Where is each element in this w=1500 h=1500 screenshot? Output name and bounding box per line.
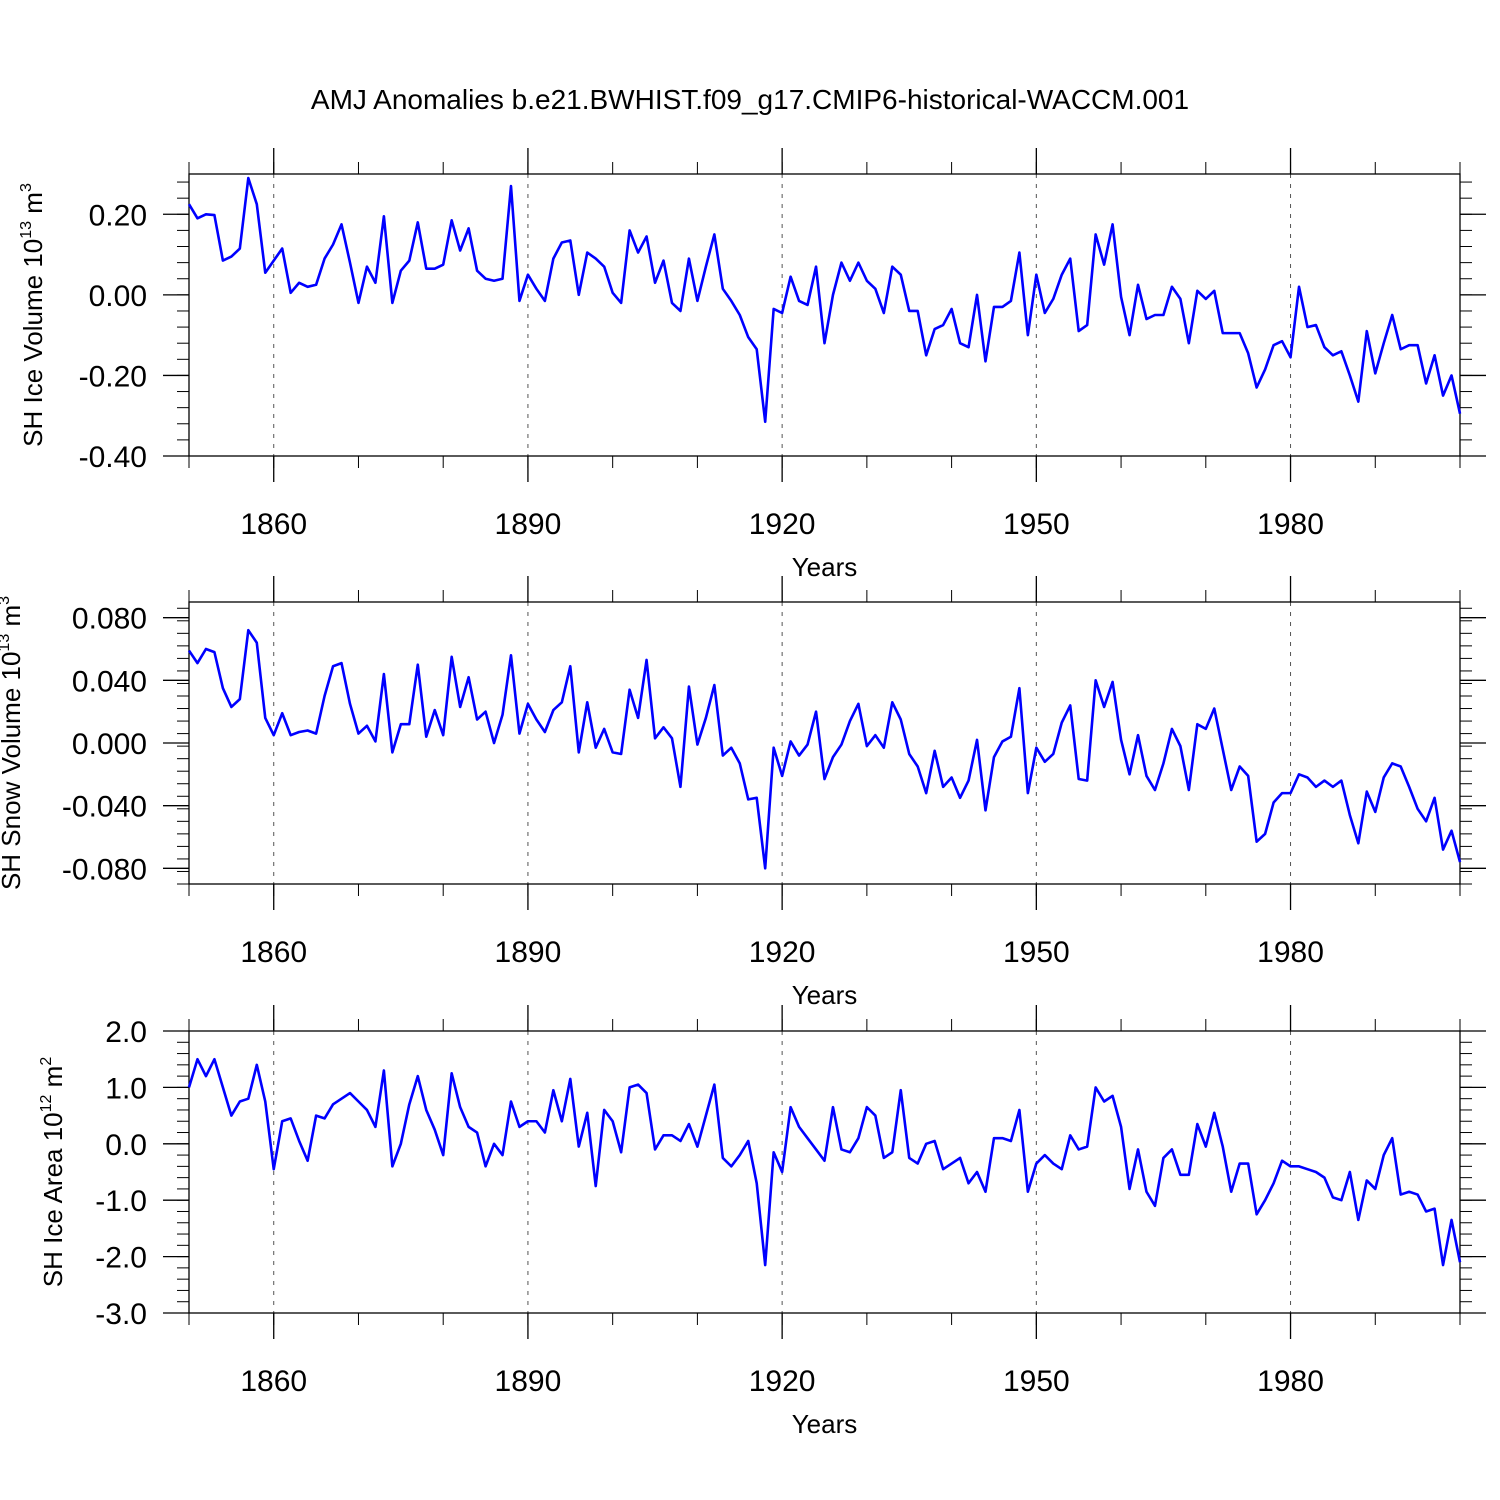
y-tick-label: -0.40 (79, 441, 147, 474)
y-tick-label: -0.20 (79, 360, 147, 393)
plot-frame (188, 173, 1461, 457)
y-tick-label: -3.0 (95, 1298, 147, 1331)
y-axis-title-main: SH Ice Volume 10 (18, 239, 48, 447)
y-tick-label: 0.040 (72, 665, 147, 698)
y-tick-label: 0.000 (72, 728, 147, 761)
y-axis-title-main: SH Snow Volume 10 (0, 652, 26, 890)
chart-panel-3: 1860 1890 1920 1950 1980 -3.0 -2.0 -1.0 0.0 1.0 2.… (38, 1005, 1486, 1439)
y-axis-title-unit-exponent: 2 (38, 1057, 55, 1066)
plot-frame (188, 1030, 1461, 1314)
x-tick-label: 1890 (495, 508, 562, 541)
series-line-1 (187, 176, 1462, 424)
series-line-1 (187, 628, 1462, 870)
y-axis-title-exponent: 13 (0, 634, 13, 652)
x-tick-label: 1860 (240, 936, 307, 969)
y-tick-label: 0.080 (72, 603, 147, 636)
y-axis-title-unit: m (38, 1066, 68, 1095)
y-axis-title-unit-exponent: 3 (0, 596, 13, 605)
x-tick-label: 1920 (749, 936, 816, 969)
x-tick-label: 1950 (1003, 508, 1070, 541)
y-axis-title: SH Ice Area 1012 m2 (38, 1057, 68, 1288)
x-axis-title: Years (792, 980, 858, 1010)
x-tick-label: 1890 (495, 936, 562, 969)
series-line-1 (187, 1057, 1462, 1267)
x-tick-label: 1860 (240, 1365, 307, 1398)
x-tick-label: 1920 (749, 508, 816, 541)
x-axis-title: Years (792, 1409, 858, 1439)
x-tick-label: 1980 (1257, 936, 1324, 969)
y-axis-title-unit-exponent: 3 (18, 183, 35, 192)
x-axis-title: Years (792, 552, 858, 582)
y-tick-label: -0.040 (62, 791, 147, 824)
y-axis-title: SH Ice Volume 1013 m3 (18, 183, 48, 447)
x-tick-label: 1920 (749, 1365, 816, 1398)
y-tick-label: 2.0 (105, 1016, 147, 1049)
y-axis-title-unit: m (18, 192, 48, 221)
y-tick-label: 0.20 (89, 199, 147, 232)
y-tick-label: -1.0 (95, 1185, 147, 1218)
x-tick-label: 1950 (1003, 1365, 1070, 1398)
x-tick-label: 1860 (240, 508, 307, 541)
y-axis-title-unit: m (0, 605, 26, 634)
y-axis-title-main: SH Ice Area 10 (38, 1112, 68, 1287)
y-tick-label: 1.0 (105, 1072, 147, 1105)
x-tick-label: 1950 (1003, 936, 1070, 969)
y-tick-label: 0.00 (89, 280, 147, 313)
y-axis-title-exponent: 13 (18, 221, 35, 239)
x-tick-label: 1980 (1257, 1365, 1324, 1398)
y-axis-title: SH Snow Volume 1013 m3 (0, 596, 26, 890)
chart-panel-1: 1860 1890 1920 1950 1980 -0.40 -0.20 0.00 0.20 Ye… (18, 148, 1486, 582)
main-title: AMJ Anomalies b.e21.BWHIST.f09_g17.CMIP6… (310, 84, 1190, 115)
chart-panel-2: 1860 1890 1920 1950 1980 -0.080 -0.040 0.000 0.0… (0, 576, 1486, 1010)
y-tick-label: -2.0 (95, 1242, 147, 1275)
x-tick-label: 1890 (495, 1365, 562, 1398)
plot-frame (188, 601, 1461, 885)
y-tick-label: -0.080 (62, 853, 147, 886)
y-tick-label: 0.0 (105, 1129, 147, 1162)
x-tick-label: 1980 (1257, 508, 1324, 541)
y-axis-title-exponent: 12 (38, 1094, 55, 1112)
